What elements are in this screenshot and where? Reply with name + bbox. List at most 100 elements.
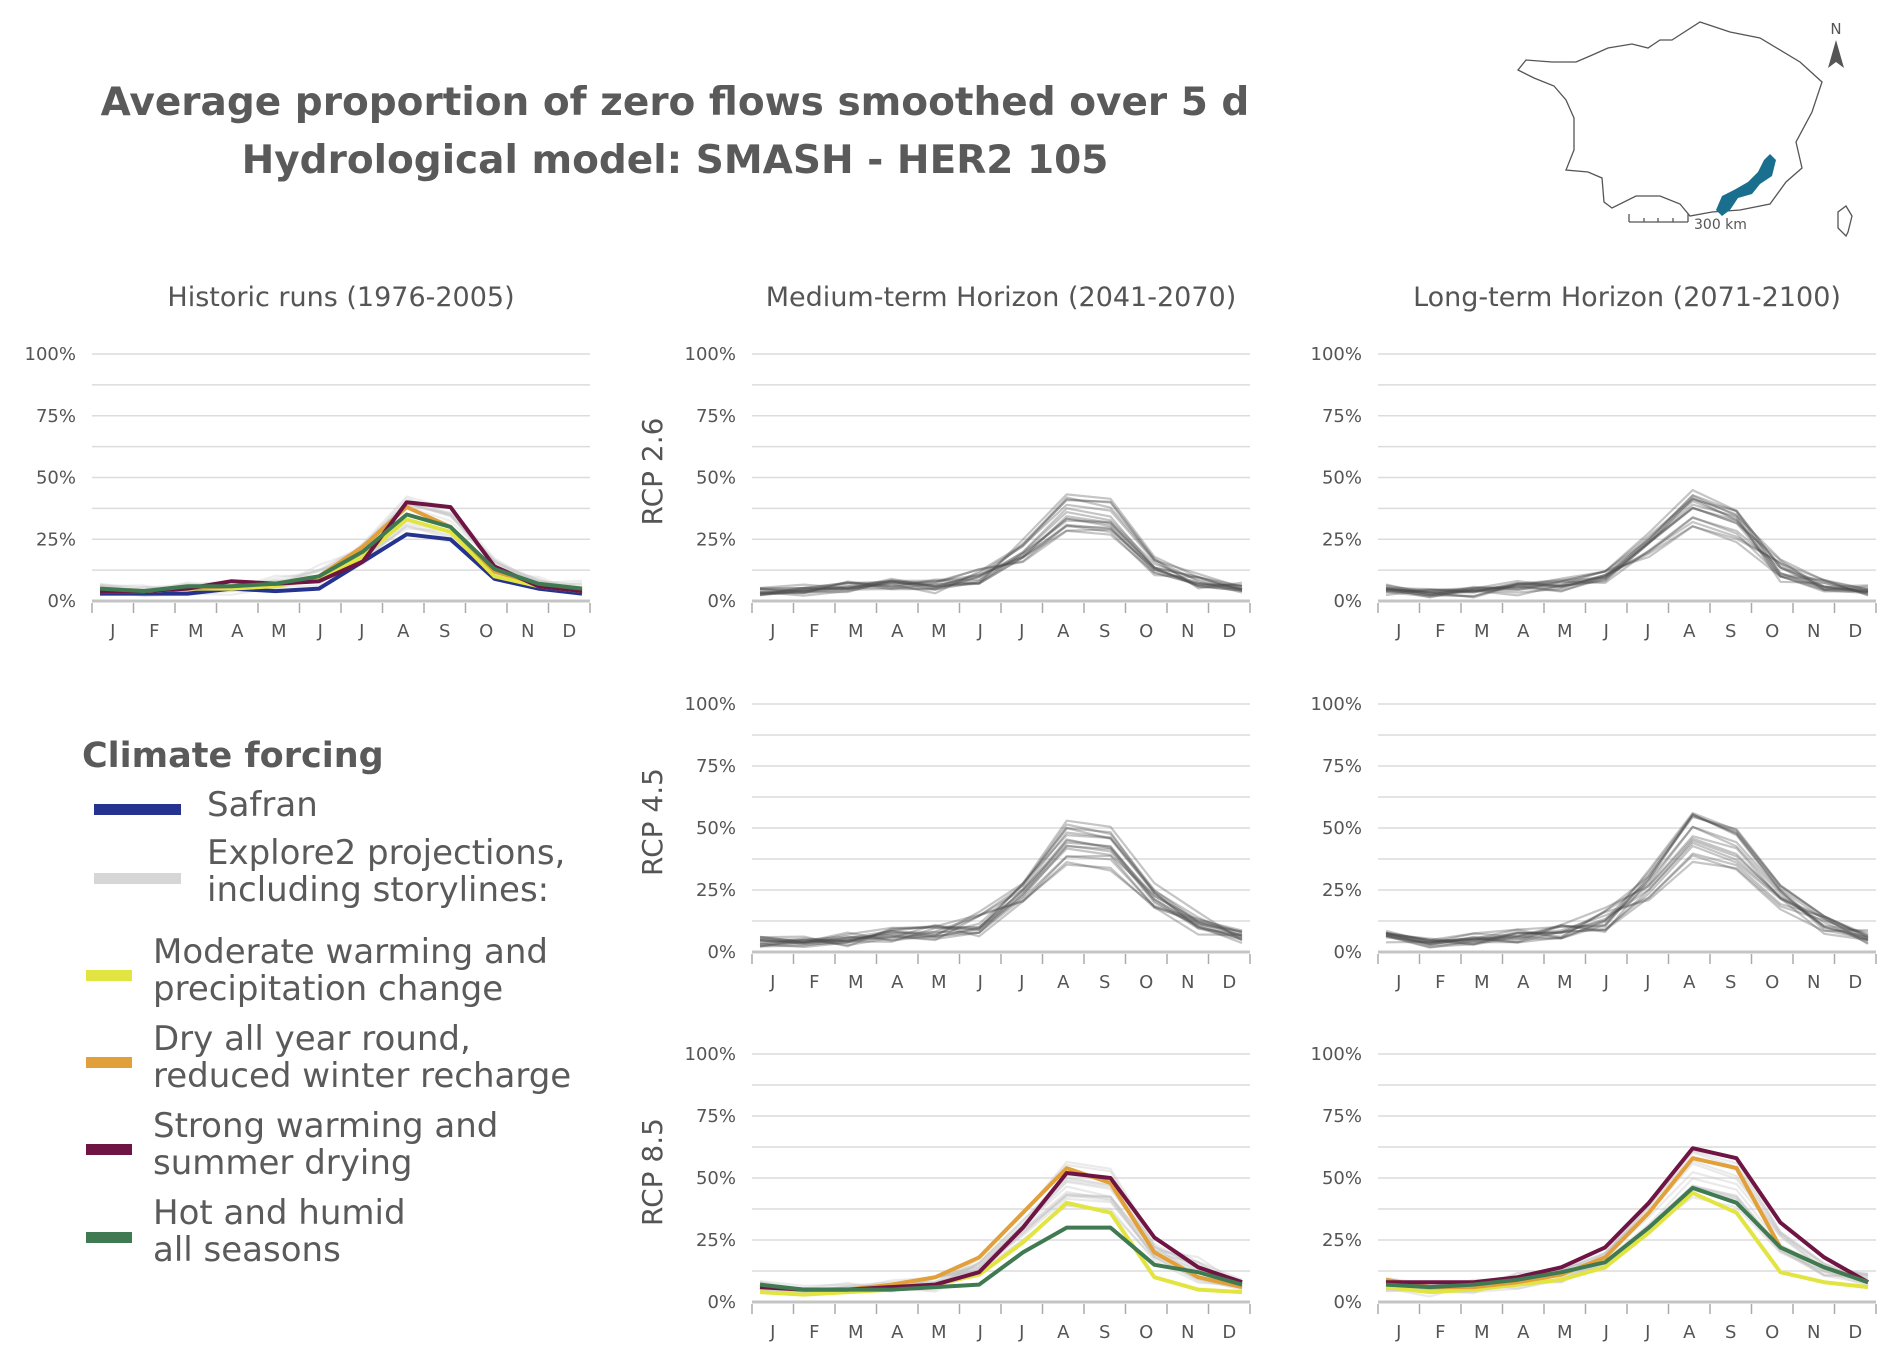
y-tick-label: 25% — [1322, 880, 1362, 901]
x-tick-label: M — [931, 621, 947, 642]
panel-rcp45-long: 0% 25% 50% 75% 100% J F M A M J J A S O N D — [1311, 694, 1877, 993]
x-tick-label: M — [1557, 1322, 1573, 1343]
x-tick-label: A — [231, 621, 244, 642]
series-line — [99, 512, 583, 594]
x-tick-label: J — [1644, 972, 1650, 993]
projection-line — [759, 523, 1243, 590]
projection-line — [1385, 494, 1869, 598]
y-tick-label: 100% — [1311, 1044, 1362, 1065]
y-tick-label: 25% — [696, 880, 736, 901]
x-tick-label: S — [1099, 621, 1110, 642]
x-tick-label: J — [109, 621, 115, 642]
x-tick-label: O — [479, 621, 493, 642]
x-tick-label: A — [1683, 621, 1696, 642]
y-tick-label: 0% — [1333, 1292, 1362, 1313]
series-line — [1385, 1185, 1869, 1290]
column-title: Long-term Horizon (2071-2100) — [1413, 282, 1841, 313]
projection-line — [759, 834, 1243, 944]
projection-line — [1385, 506, 1869, 599]
projection-line — [1385, 837, 1869, 945]
projection-line — [1385, 854, 1869, 944]
projection-line — [1385, 813, 1869, 944]
y-tick-label: 75% — [1322, 406, 1362, 427]
x-tick-label: J — [1018, 1322, 1024, 1343]
x-tick-label: N — [1181, 1322, 1194, 1343]
x-tick-label: J — [1018, 621, 1024, 642]
x-tick-label: F — [809, 972, 819, 993]
x-tick-label: O — [1139, 1322, 1153, 1343]
y-tick-label: 75% — [696, 406, 736, 427]
x-tick-label: F — [1435, 972, 1445, 993]
y-tick-label: 100% — [685, 1044, 736, 1065]
projection-line — [1385, 516, 1869, 598]
x-tick-label: M — [1474, 621, 1490, 642]
x-tick-label: J — [1018, 972, 1024, 993]
y-tick-label: 75% — [696, 1106, 736, 1127]
projection-line — [1385, 503, 1869, 596]
x-tick-label: D — [1848, 972, 1862, 993]
projection-line — [1385, 815, 1869, 946]
projection-line — [1385, 497, 1869, 594]
x-tick-label: J — [358, 621, 364, 642]
projection-line — [1385, 494, 1869, 597]
projection-line — [1385, 825, 1869, 943]
row-label: RCP 8.5 — [636, 1118, 669, 1226]
x-tick-label: J — [977, 621, 983, 642]
legend-label: Hot and humid all seasons — [153, 1193, 406, 1270]
x-tick-label: A — [1057, 1322, 1070, 1343]
legend-swatch — [86, 1144, 132, 1155]
x-tick-label: A — [891, 621, 904, 642]
legend-swatch — [94, 804, 181, 815]
projection-line — [759, 529, 1243, 593]
projection-line — [759, 528, 1243, 596]
x-tick-label: D — [1222, 621, 1236, 642]
projection-line — [759, 823, 1243, 943]
north-label: N — [1830, 20, 1841, 38]
projection-line — [759, 838, 1243, 945]
x-tick-label: M — [1557, 972, 1573, 993]
x-tick-label: J — [317, 621, 323, 642]
panel-rcp26-mid: 0% 25% 50% 75% 100% J F M A M J J A S O N D Medium-term H… — [636, 282, 1251, 642]
y-tick-label: 0% — [707, 591, 736, 612]
projection-line — [759, 524, 1243, 594]
x-tick-label: S — [1725, 621, 1736, 642]
projection-line — [759, 861, 1243, 947]
series-line — [759, 1171, 1243, 1292]
legend-swatch — [94, 873, 181, 884]
y-tick-label: 50% — [1322, 818, 1362, 839]
projection-line — [1385, 815, 1869, 945]
projection-line — [1385, 813, 1869, 944]
x-tick-label: A — [1057, 972, 1070, 993]
x-tick-label: D — [1848, 621, 1862, 642]
x-tick-label: O — [1139, 621, 1153, 642]
x-tick-label: J — [977, 972, 983, 993]
y-tick-label: 0% — [1333, 942, 1362, 963]
x-tick-label: A — [1057, 621, 1070, 642]
y-tick-label: 50% — [1322, 1168, 1362, 1189]
projection-line — [759, 507, 1243, 590]
projection-line — [759, 863, 1243, 946]
y-tick-label: 50% — [696, 1168, 736, 1189]
projection-line — [759, 498, 1243, 596]
x-tick-label: O — [1765, 972, 1779, 993]
x-tick-label: N — [1807, 621, 1820, 642]
y-tick-label: 100% — [1311, 694, 1362, 715]
chart-title: Average proportion of zero flows smoothe… — [100, 80, 1250, 125]
legend-label: Strong warming and summer drying — [153, 1106, 499, 1183]
projection-line — [759, 525, 1243, 592]
x-tick-label: F — [1435, 621, 1445, 642]
x-tick-label: A — [1517, 621, 1530, 642]
legend-label: Moderate warming and precipitation chang… — [153, 932, 549, 1009]
projection-line — [1385, 498, 1869, 599]
legend-label: Dry all year round, reduced winter recha… — [153, 1019, 572, 1096]
north-arrow: N — [1828, 20, 1844, 68]
projection-line — [1385, 835, 1869, 945]
projection-line — [1385, 860, 1869, 948]
x-tick-label: M — [271, 621, 287, 642]
legend-title: Climate forcing — [82, 736, 384, 776]
series-line — [100, 517, 583, 594]
projection-line — [1385, 825, 1869, 944]
x-tick-label: S — [1725, 1322, 1736, 1343]
projection-line — [1385, 520, 1869, 597]
